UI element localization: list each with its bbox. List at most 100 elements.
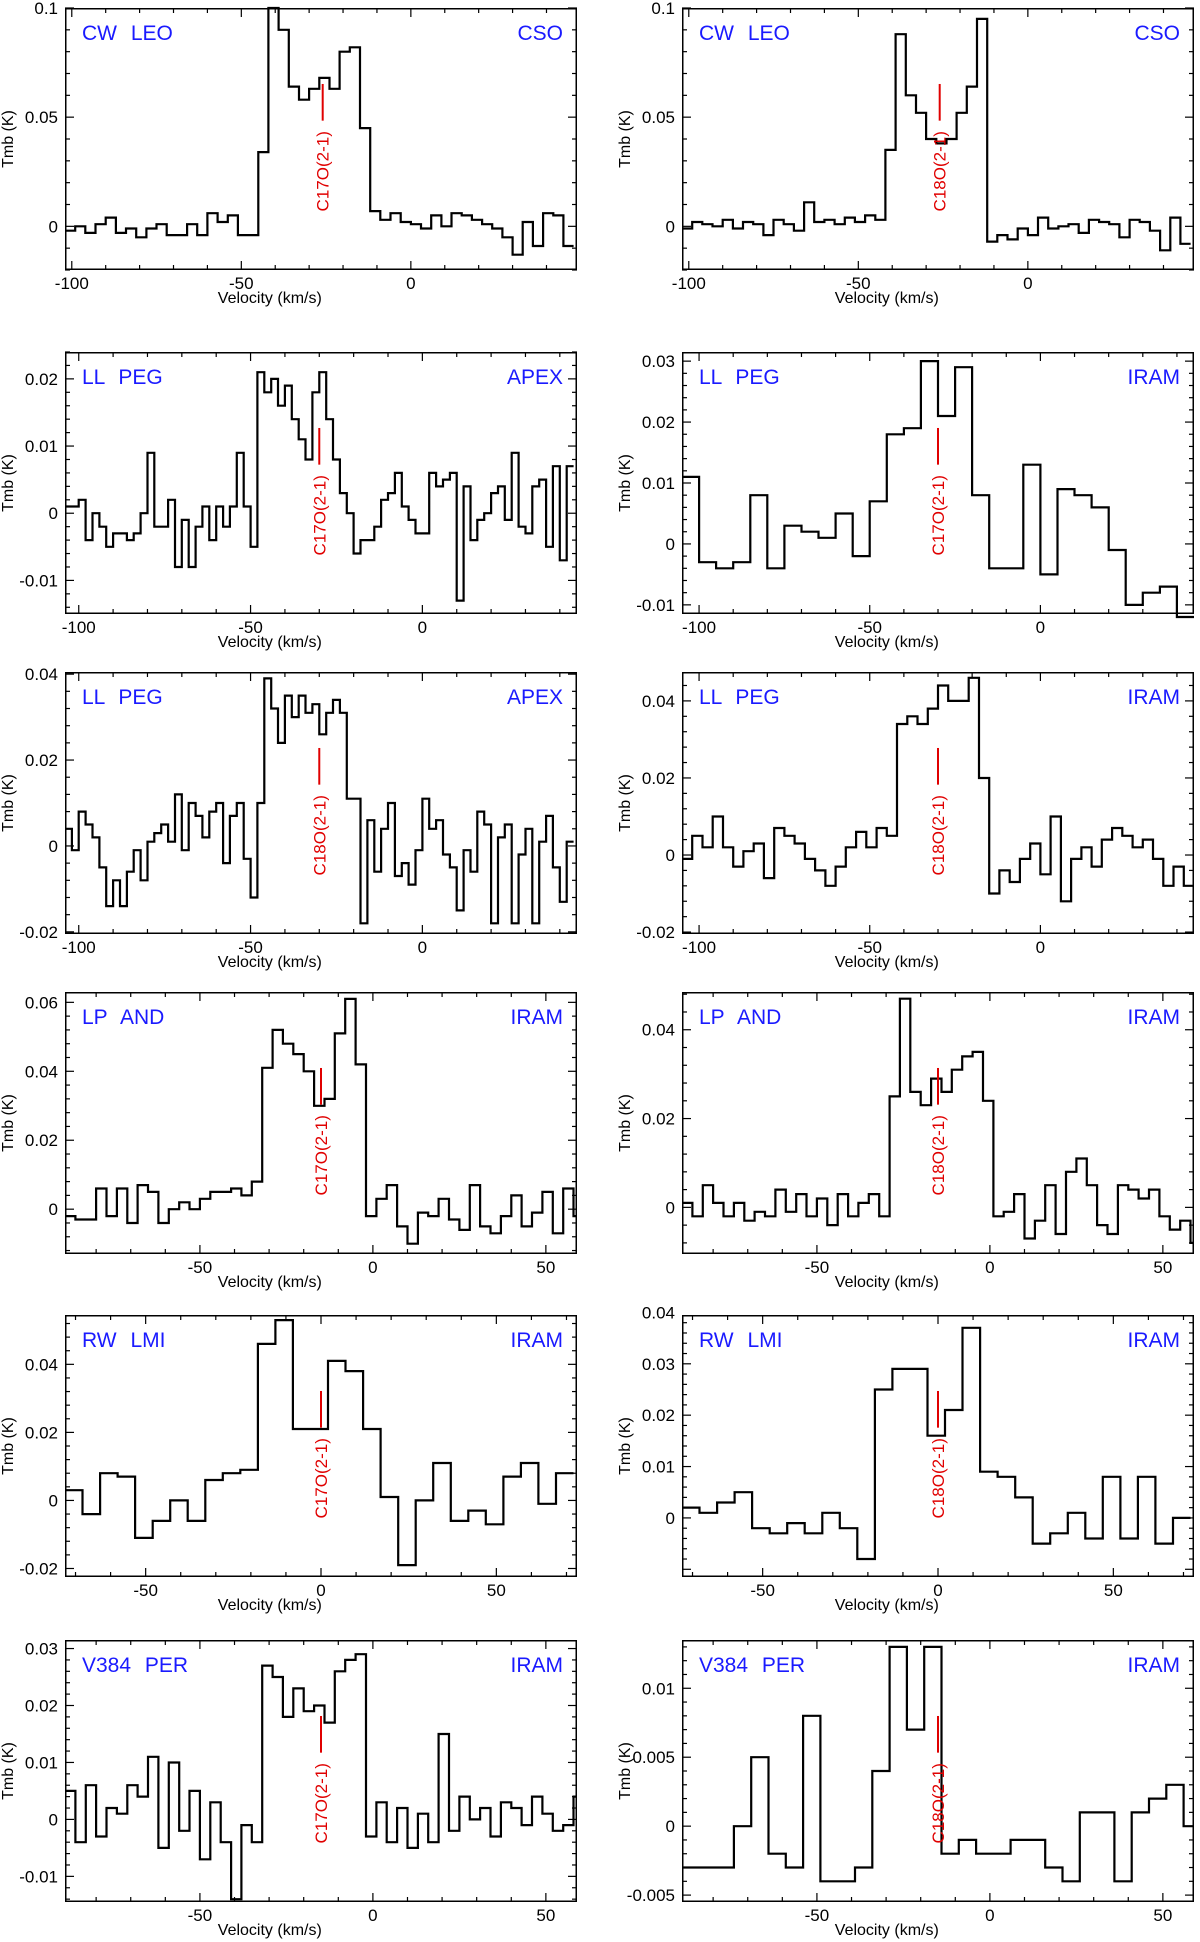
x-axis-title: Velocity (km/s) bbox=[218, 1274, 322, 1291]
x-tick-label: -50 bbox=[229, 274, 254, 293]
y-tick-label: 0.04 bbox=[25, 665, 58, 684]
y-tick-label: -0.01 bbox=[19, 571, 58, 590]
telescope-name: CSO bbox=[1134, 22, 1180, 45]
line-label: C18O(2-1) bbox=[929, 1115, 948, 1195]
y-tick-label: 0.04 bbox=[642, 1303, 675, 1322]
telescope-name: APEX bbox=[507, 686, 563, 709]
y-axis-title: Tmb (K) bbox=[0, 1742, 17, 1800]
telescope-name: IRAM bbox=[1128, 366, 1181, 389]
x-tick-label: -100 bbox=[682, 938, 716, 957]
y-tick-label: 0.02 bbox=[25, 751, 58, 770]
source-name: RW LMI bbox=[82, 1329, 165, 1352]
spectrum-trace bbox=[682, 17, 1191, 252]
x-tick-label: -50 bbox=[805, 1906, 830, 1925]
spectrum-panel: -50 0 50 0 0.02 0.04 0.06 Velocity (km/s) Tmb (K… bbox=[0, 992, 577, 1291]
y-tick-label: 0.02 bbox=[642, 1406, 675, 1425]
spectrum-trace bbox=[65, 1319, 574, 1567]
y-tick-label: 0.01 bbox=[25, 1753, 58, 1772]
x-tick-label: 0 bbox=[1036, 938, 1045, 957]
x-axis-title: Velocity (km/s) bbox=[835, 1922, 939, 1939]
y-tick-label: 0.05 bbox=[25, 108, 58, 127]
y-axis-title: Tmb (K) bbox=[617, 110, 634, 168]
y-tick-label: -0.02 bbox=[19, 923, 58, 942]
x-axis-title: Velocity (km/s) bbox=[218, 634, 322, 651]
spectrum-trace bbox=[682, 360, 1194, 619]
line-label: C18O(2-1) bbox=[929, 795, 948, 875]
x-axis-title: Velocity (km/s) bbox=[835, 1274, 939, 1291]
x-tick-label: 0 bbox=[1036, 618, 1045, 637]
y-tick-label: 0.03 bbox=[642, 352, 675, 371]
x-tick-label: -100 bbox=[62, 938, 96, 957]
spectrum-trace bbox=[65, 997, 577, 1245]
plot-frame bbox=[682, 992, 1194, 1254]
telescope-name: IRAM bbox=[511, 1654, 564, 1677]
x-tick-label: -50 bbox=[750, 1581, 775, 1600]
y-tick-label: 0 bbox=[666, 1198, 675, 1217]
x-tick-label: 0 bbox=[1023, 274, 1032, 293]
x-tick-label: -50 bbox=[133, 1581, 158, 1600]
x-tick-label: -50 bbox=[238, 938, 263, 957]
source-name: LL PEG bbox=[82, 686, 163, 709]
source-name: LL PEG bbox=[699, 686, 780, 709]
y-tick-label: 0 bbox=[666, 535, 675, 554]
line-label: C18O(2-1) bbox=[310, 795, 329, 875]
spectrum-trace bbox=[682, 1326, 1191, 1561]
y-axis-title: Tmb (K) bbox=[0, 774, 17, 832]
spectrum-panel: -50 0 50 0 0.01 0.02 0.03 0.04 Velocity (km/s) Tm… bbox=[617, 1303, 1194, 1614]
y-tick-label: 0.06 bbox=[25, 993, 58, 1012]
y-tick-label: 0.04 bbox=[642, 692, 675, 711]
telescope-name: IRAM bbox=[1128, 1006, 1181, 1029]
x-axis-title: Velocity (km/s) bbox=[835, 954, 939, 971]
x-tick-label: 0 bbox=[933, 1581, 942, 1600]
y-axis-title: Tmb (K) bbox=[617, 774, 634, 832]
x-tick-label: 50 bbox=[1153, 1258, 1172, 1277]
y-axis-title: Tmb (K) bbox=[617, 454, 634, 512]
y-tick-label: 0.04 bbox=[25, 1355, 58, 1374]
line-label: C17O(2-1) bbox=[314, 131, 333, 211]
y-tick-label: 0.03 bbox=[642, 1355, 675, 1374]
source-name: V384 PER bbox=[699, 1654, 805, 1677]
telescope-name: IRAM bbox=[1128, 1654, 1181, 1677]
y-tick-label: 0.1 bbox=[34, 0, 58, 18]
x-tick-label: -100 bbox=[62, 618, 96, 637]
plot-frame bbox=[65, 1640, 577, 1902]
source-name: LP AND bbox=[699, 1006, 781, 1029]
y-tick-label: 0 bbox=[49, 217, 58, 236]
y-tick-label: 0.005 bbox=[632, 1748, 675, 1767]
y-tick-label: 0 bbox=[49, 504, 58, 523]
spectrum-panel: -50 0 50 -0.01 0 0.01 0.02 0.03 Velocity (km/s) T… bbox=[0, 1640, 577, 1939]
line-label: C18O(2-1) bbox=[929, 1438, 948, 1518]
y-axis-title: Tmb (K) bbox=[0, 1094, 17, 1152]
y-tick-label: 0 bbox=[666, 846, 675, 865]
spectrum-panel: -100 -50 0 -0.02 0 0.02 0.04 Velocity (km/s) Tmb… bbox=[617, 672, 1194, 971]
y-tick-label: 0 bbox=[49, 1491, 58, 1510]
source-name: LL PEG bbox=[699, 366, 780, 389]
y-tick-label: 0.01 bbox=[642, 474, 675, 493]
source-name: CW LEO bbox=[82, 22, 173, 45]
x-axis-title: Velocity (km/s) bbox=[835, 290, 939, 307]
spectrum-panel: -50 0 50 0 0.02 0.04 Velocity (km/s) Tmb (K) C18… bbox=[617, 992, 1194, 1291]
plot-frame bbox=[65, 352, 577, 614]
y-tick-label: 0.01 bbox=[642, 1458, 675, 1477]
spectrum-trace bbox=[65, 677, 574, 925]
x-tick-label: 0 bbox=[985, 1258, 994, 1277]
spectrum-panel: -100 -50 0 -0.02 0 0.02 0.04 Velocity (km/s) Tmb… bbox=[0, 665, 577, 971]
y-tick-label: -0.01 bbox=[19, 1867, 58, 1886]
x-tick-label: -50 bbox=[846, 274, 871, 293]
y-tick-label: 0.02 bbox=[25, 1697, 58, 1716]
line-label: C18O(2-1) bbox=[929, 1763, 948, 1843]
telescope-name: IRAM bbox=[511, 1006, 564, 1029]
telescope-name: IRAM bbox=[1128, 686, 1181, 709]
x-tick-label: 50 bbox=[536, 1906, 555, 1925]
x-tick-label: 50 bbox=[487, 1581, 506, 1600]
y-axis-title: Tmb (K) bbox=[617, 1417, 634, 1475]
y-tick-label: -0.02 bbox=[636, 923, 675, 942]
x-axis-title: Velocity (km/s) bbox=[835, 634, 939, 651]
x-tick-label: 50 bbox=[1104, 1581, 1123, 1600]
y-axis-title: Tmb (K) bbox=[617, 1742, 634, 1800]
line-label: C18O(2-1) bbox=[931, 131, 950, 211]
y-tick-label: 0.01 bbox=[642, 1679, 675, 1698]
y-tick-label: -0.005 bbox=[627, 1886, 675, 1905]
spectrum-trace bbox=[65, 6, 574, 256]
spectrum-trace bbox=[682, 997, 1194, 1244]
